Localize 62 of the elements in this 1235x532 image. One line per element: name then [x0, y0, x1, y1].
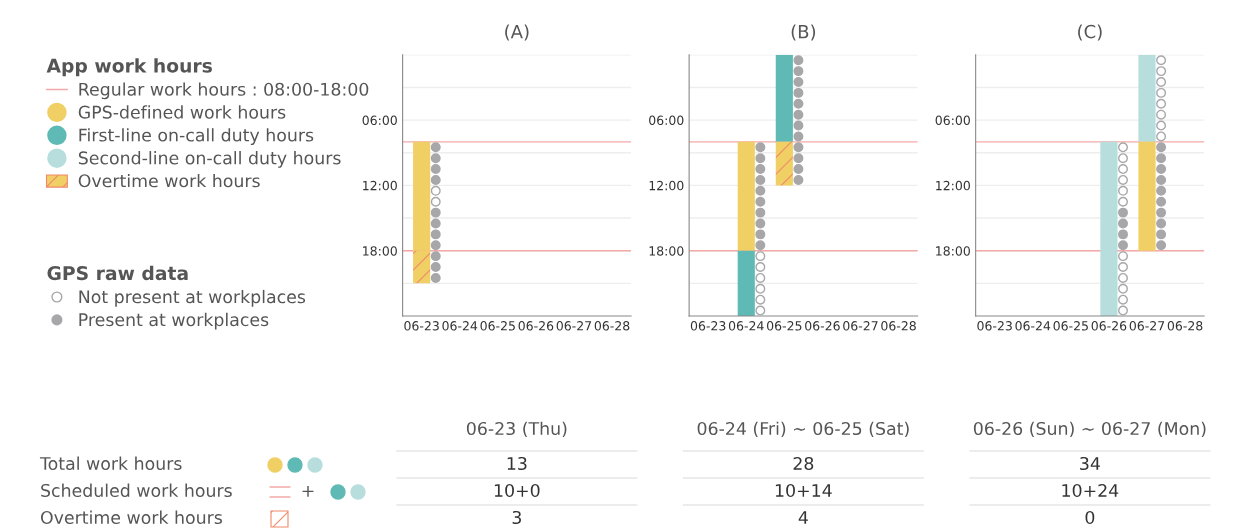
x-tick-label: 06-25: [766, 321, 802, 331]
category-label: 06-26 (Sun) ~ 06-27 (Mon): [973, 421, 1206, 438]
bar: [775, 54, 793, 142]
text: 34: [1080, 456, 1100, 471]
bar: [775, 141, 793, 186]
text: +: [302, 485, 314, 497]
legend-label: First-line on-call duty hours: [79, 128, 314, 145]
legend-title: App work hours: [46, 58, 212, 77]
bar: [737, 250, 755, 317]
category-label: Scheduled work hours: [41, 483, 232, 498]
x-tick-label: 06-25: [480, 321, 515, 331]
x-tick-label: 06-26: [805, 321, 840, 331]
legend-label: Not present at workplaces: [79, 289, 306, 307]
text: 10+24: [1062, 483, 1119, 498]
y-tick-label: 06:00: [362, 115, 397, 126]
y-tick-label: 06:00: [935, 115, 970, 126]
text: 10+14: [775, 483, 832, 498]
x-tick-label: 06-28: [594, 321, 630, 331]
text: GPS raw data: [47, 265, 188, 281]
text: 10+0: [494, 483, 540, 498]
y-tick-label: 18:00: [649, 246, 684, 256]
bar: [1138, 141, 1156, 251]
y-tick-label: 12:00: [936, 180, 970, 191]
x-tick-label: 06-26: [518, 321, 554, 331]
bar: [1100, 141, 1118, 317]
x-tick-label: 06-24: [728, 321, 764, 331]
bar: [737, 141, 755, 251]
x-tick-label: 06-26: [1091, 321, 1127, 331]
x-tick-label: 06-24: [442, 321, 478, 331]
x-tick-label: 06-28: [1167, 321, 1203, 331]
text: 4: [798, 511, 808, 524]
x-tick-label: 06-28: [881, 321, 916, 331]
x-tick-label: 06-27: [843, 321, 878, 331]
category-label: 06-24 (Fri) ~ 06-25 (Sat): [697, 421, 909, 438]
legend-label: GPS-defined work hours: [78, 105, 286, 119]
legend-label: Overtime work hours: [78, 173, 260, 188]
x-tick-label: 06-23: [404, 321, 439, 331]
y-tick-label: 18:00: [363, 246, 397, 256]
bar: [1138, 54, 1156, 142]
legend-label: Second-line on-call duty hours: [78, 151, 341, 168]
x-tick-label: 06-23: [690, 321, 726, 331]
y-tick-label: 12:00: [363, 180, 397, 191]
category-label: Total work hours: [39, 456, 182, 471]
legend-label: Regular work hours : 08:00-18:00: [79, 82, 369, 100]
text: Overtime work hours: [40, 510, 222, 525]
x-tick-label: 06-23: [977, 321, 1012, 331]
y-tick-label: 06:00: [649, 115, 684, 126]
text: 13: [507, 456, 527, 471]
chart-title: (C): [1078, 24, 1102, 41]
chart-title: (A): [505, 24, 529, 41]
x-tick-label: 06-27: [556, 321, 592, 331]
legend-label: Present at workplaces: [79, 312, 269, 330]
text: 3: [512, 510, 521, 525]
y-tick-label: 12:00: [649, 180, 684, 191]
text: 0: [1085, 510, 1095, 525]
text: 28: [793, 456, 814, 471]
x-tick-label: 06-25: [1053, 321, 1088, 331]
category-label: 06-23 (Thu): [466, 421, 567, 438]
x-tick-label: 06-27: [1129, 321, 1165, 331]
y-tick-label: 18:00: [936, 246, 970, 256]
chart-title: (B): [791, 24, 816, 41]
x-tick-label: 06-24: [1015, 321, 1051, 331]
